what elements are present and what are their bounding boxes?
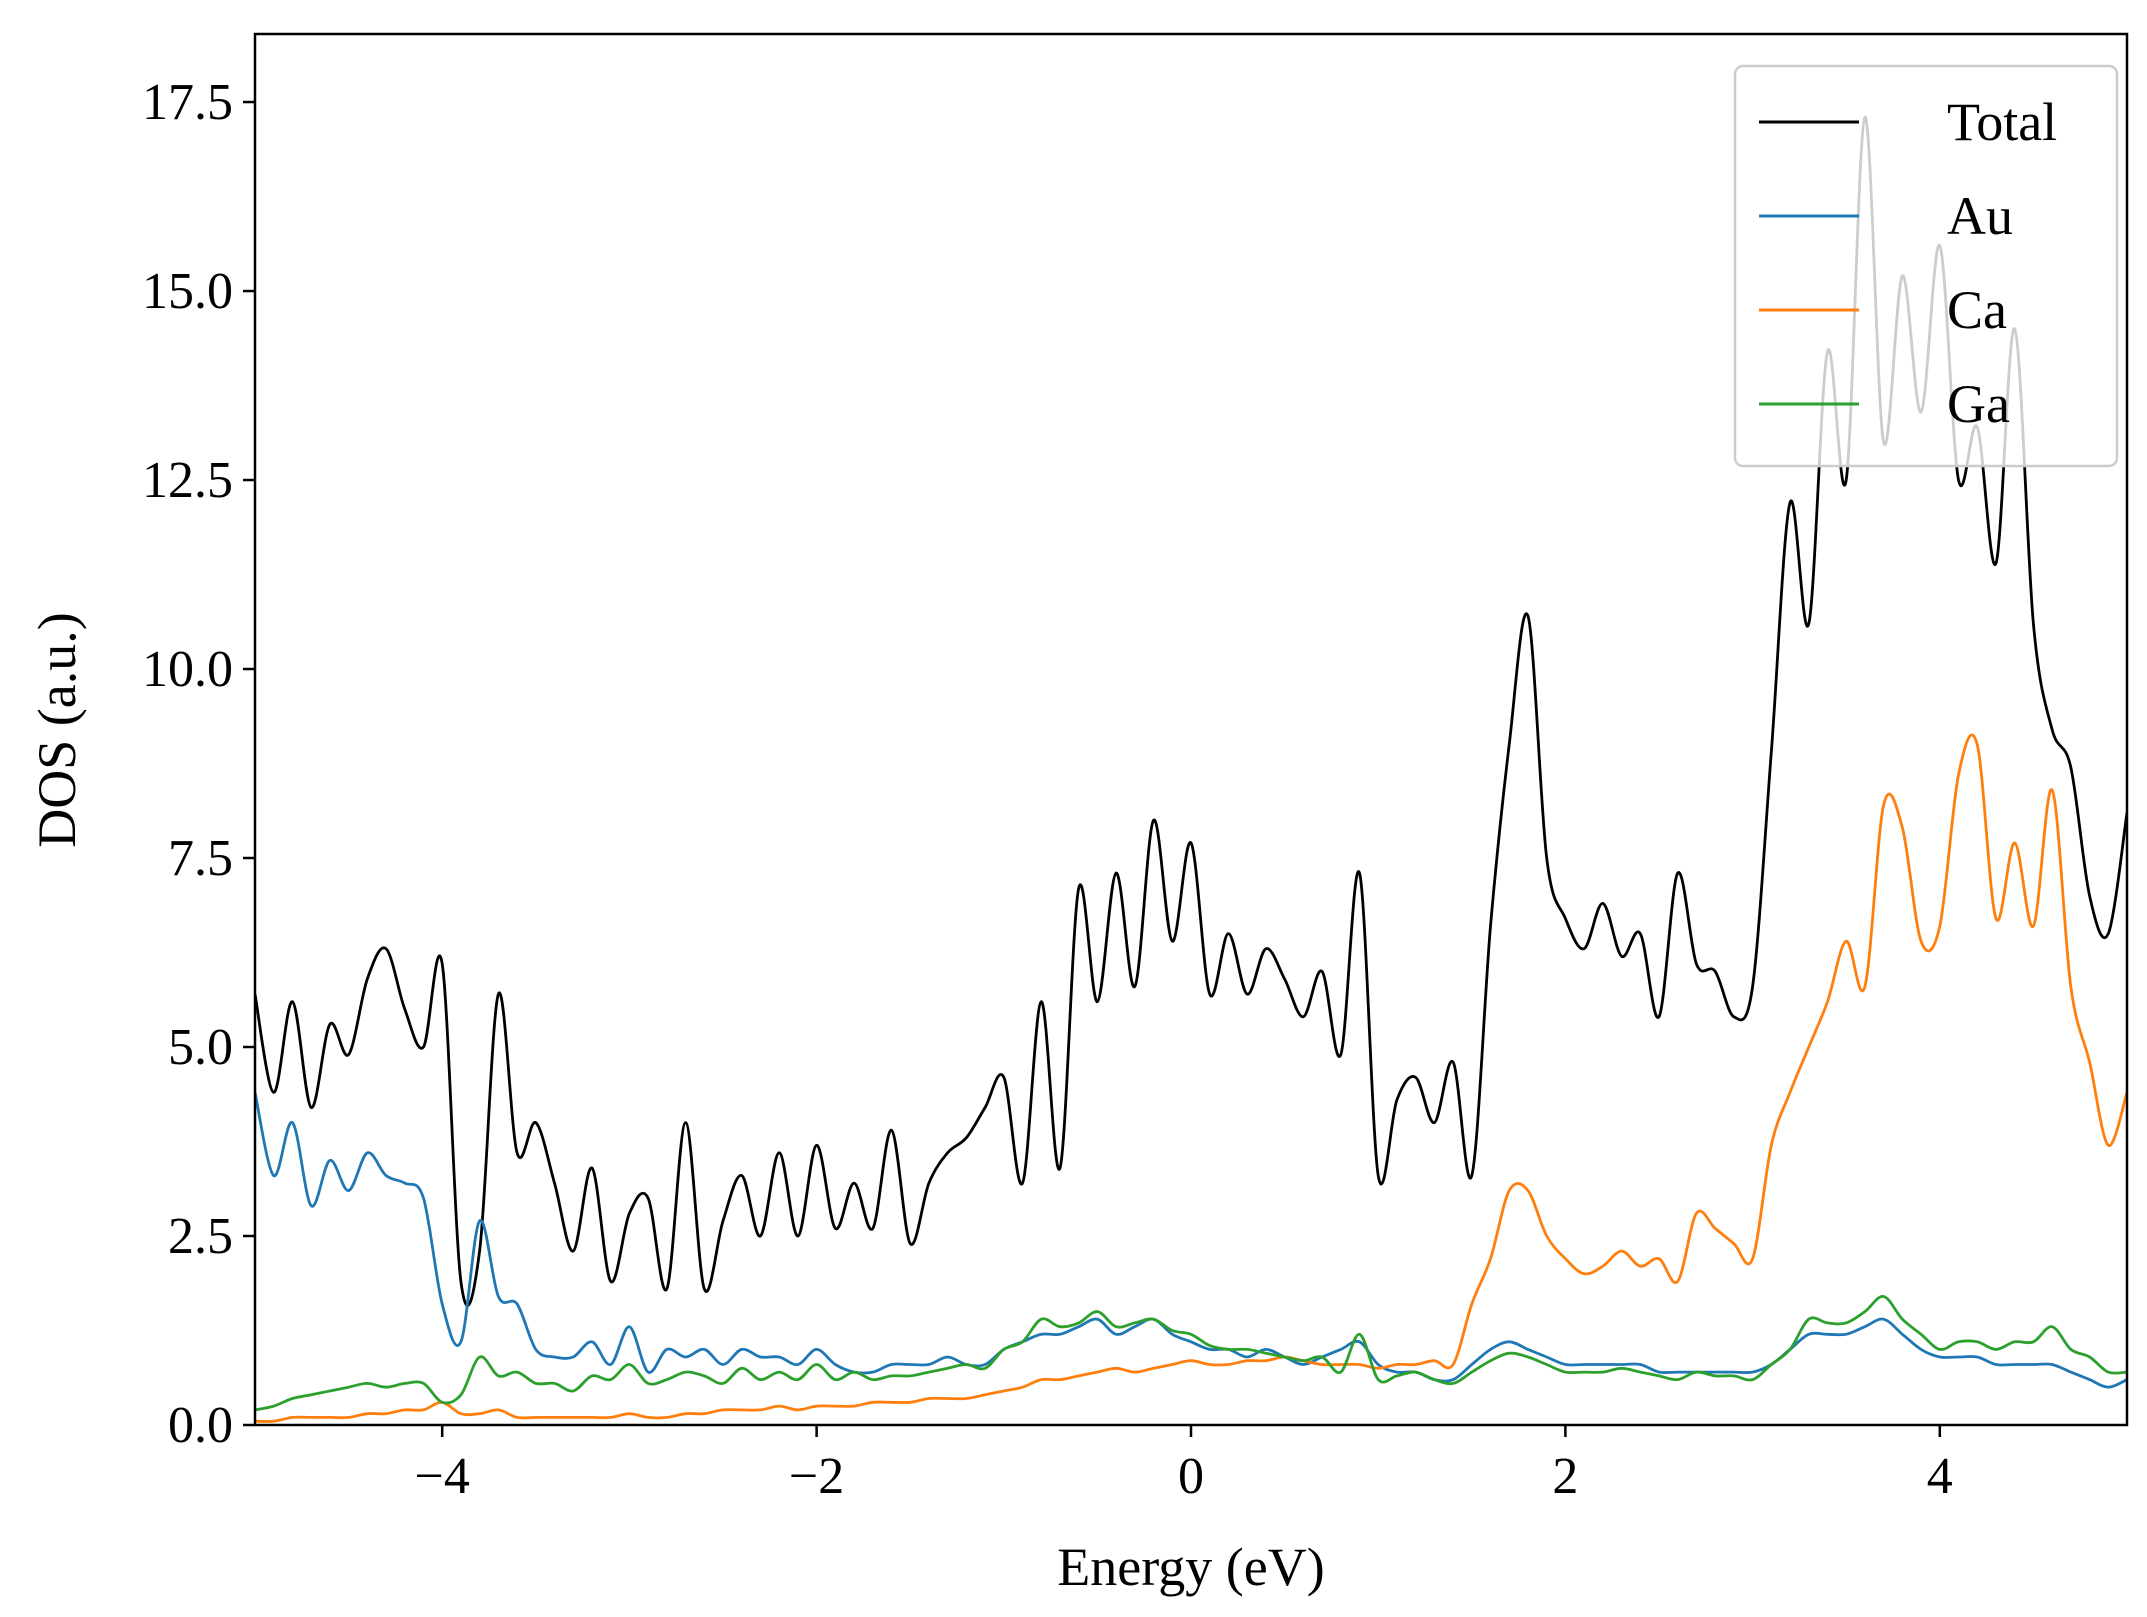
- y-tick-label: 7.5: [168, 830, 233, 887]
- legend-label-ca: Ca: [1947, 280, 2007, 340]
- legend-box: [1733, 64, 2119, 468]
- x-tick-label: 4: [1927, 1448, 1953, 1505]
- y-tick-label: 5.0: [168, 1019, 233, 1076]
- y-tick-label: 15.0: [142, 263, 233, 320]
- x-tick-label: 0: [1178, 1448, 1204, 1505]
- legend-label-ga: Ga: [1947, 374, 2010, 434]
- y-tick-label: 12.5: [142, 452, 233, 509]
- legend-label-au: Au: [1947, 186, 2013, 246]
- legend: Total Au Ca Ga: [1733, 64, 2119, 468]
- x-tick-label: 2: [1552, 1448, 1578, 1505]
- series-line-ga: [255, 1295, 2127, 1412]
- y-tick-label: 2.5: [168, 1208, 233, 1265]
- x-axis-title: Energy (eV): [1057, 1537, 1324, 1597]
- series-line-au: [255, 1092, 2127, 1389]
- y-tick-label: 10.0: [142, 641, 233, 698]
- y-tick-label: 0.0: [168, 1397, 233, 1454]
- y-axis-ticks: 0.0 2.5 5.0 7.5 10.0 12.5 15.0 17.5: [142, 74, 255, 1454]
- x-tick-label: −4: [415, 1448, 470, 1505]
- x-tick-label: −2: [789, 1448, 844, 1505]
- x-axis-ticks: −4 −2 0 2 4: [415, 1425, 1953, 1505]
- series-line-ca: [255, 733, 2127, 1423]
- y-axis-title: DOS (a.u.): [27, 612, 87, 847]
- legend-label-total: Total: [1947, 92, 2057, 152]
- y-tick-label: 17.5: [142, 74, 233, 131]
